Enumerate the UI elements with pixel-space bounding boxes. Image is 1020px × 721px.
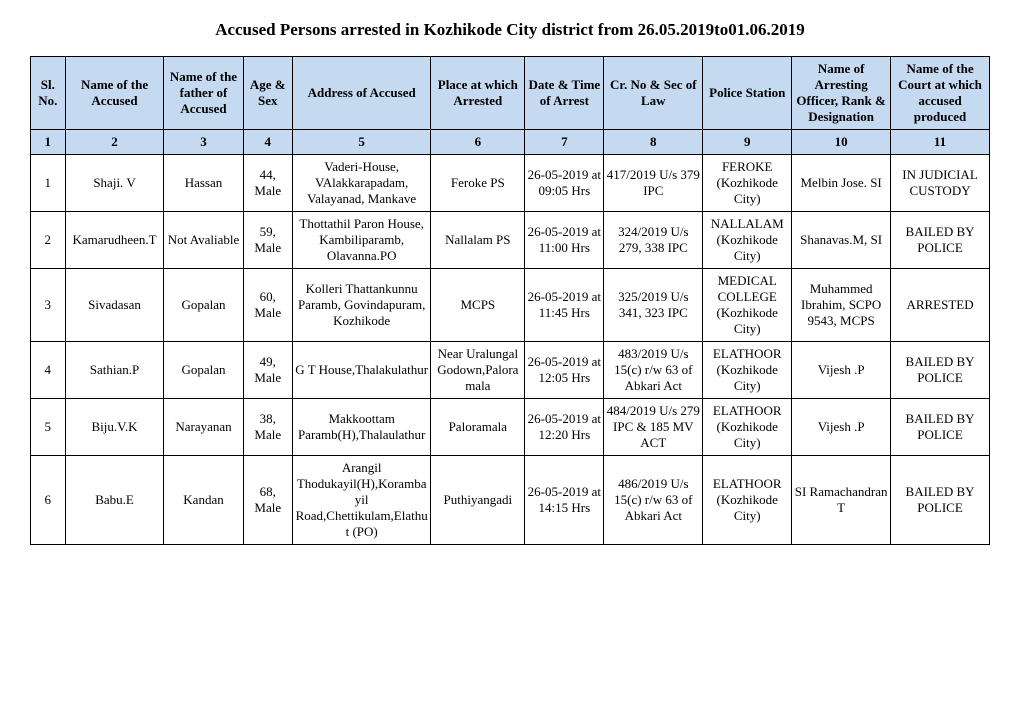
cell-sl: 3 [31,269,66,342]
table-row: 5Biju.V.KNarayanan38, MaleMakkoottam Par… [31,399,990,456]
cell-address: Makkoottam Paramb(H),Thalaulathur [292,399,430,456]
header-name: Name of the Accused [65,57,164,130]
cell-place: Feroke PS [431,155,525,212]
header-station: Police Station [703,57,792,130]
cell-name: Sivadasan [65,269,164,342]
cell-court: ARRESTED [891,269,990,342]
cell-name: Shaji. V [65,155,164,212]
header-age: Age & Sex [243,57,292,130]
cell-station: MEDICAL COLLEGE (Kozhikode City) [703,269,792,342]
cell-sl: 6 [31,456,66,545]
cell-datetime: 26-05-2019 at 12:05 Hrs [525,342,604,399]
table-row: 6Babu.EKandan68, MaleArangil Thodukayil(… [31,456,990,545]
cell-father: Gopalan [164,342,243,399]
cell-age: 68, Male [243,456,292,545]
cell-crno: 417/2019 U/s 379 IPC [604,155,703,212]
arrest-table: Sl. No. Name of the Accused Name of the … [30,56,990,545]
cell-officer: SI Ramachandran T [792,456,891,545]
header-slno: Sl. No. [31,57,66,130]
cell-station: ELATHOOR (Kozhikode City) [703,342,792,399]
cell-officer: Vijesh .P [792,399,891,456]
colnum: 5 [292,130,430,155]
table-row: 3SivadasanGopalan60, MaleKolleri Thattan… [31,269,990,342]
cell-address: Kolleri Thattankunnu Paramb, Govindapura… [292,269,430,342]
cell-sl: 5 [31,399,66,456]
colnum: 2 [65,130,164,155]
cell-address: G T House,Thalakulathur [292,342,430,399]
cell-address: Vaderi-House, VAlakkarapadam, Valayanad,… [292,155,430,212]
cell-court: BAILED BY POLICE [891,399,990,456]
cell-court: IN JUDICIAL CUSTODY [891,155,990,212]
cell-age: 49, Male [243,342,292,399]
cell-crno: 483/2019 U/s 15(c) r/w 63 of Abkari Act [604,342,703,399]
cell-age: 59, Male [243,212,292,269]
header-father: Name of the father of Accused [164,57,243,130]
cell-crno: 484/2019 U/s 279 IPC & 185 MV ACT [604,399,703,456]
cell-datetime: 26-05-2019 at 14:15 Hrs [525,456,604,545]
cell-name: Biju.V.K [65,399,164,456]
cell-name: Babu.E [65,456,164,545]
colnum: 3 [164,130,243,155]
colnum: 6 [431,130,525,155]
cell-name: Sathian.P [65,342,164,399]
header-row: Sl. No. Name of the Accused Name of the … [31,57,990,130]
cell-station: ELATHOOR (Kozhikode City) [703,399,792,456]
cell-datetime: 26-05-2019 at 09:05 Hrs [525,155,604,212]
table-body: 1Shaji. VHassan44, MaleVaderi-House, VAl… [31,155,990,545]
header-address: Address of Accused [292,57,430,130]
cell-address: Arangil Thodukayil(H),Korambayil Road,Ch… [292,456,430,545]
cell-datetime: 26-05-2019 at 11:00 Hrs [525,212,604,269]
page-title: Accused Persons arrested in Kozhikode Ci… [30,20,990,40]
cell-station: NALLALAM (Kozhikode City) [703,212,792,269]
cell-officer: Melbin Jose. SI [792,155,891,212]
cell-father: Narayanan [164,399,243,456]
column-number-row: 1 2 3 4 5 6 7 8 9 10 11 [31,130,990,155]
cell-age: 44, Male [243,155,292,212]
cell-place: Nallalam PS [431,212,525,269]
cell-officer: Muhammed Ibrahim, SCPO 9543, MCPS [792,269,891,342]
cell-station: ELATHOOR (Kozhikode City) [703,456,792,545]
cell-place: Paloramala [431,399,525,456]
header-officer: Name of Arresting Officer, Rank & Design… [792,57,891,130]
cell-father: Not Avaliable [164,212,243,269]
cell-name: Kamarudheen.T [65,212,164,269]
cell-father: Kandan [164,456,243,545]
colnum: 8 [604,130,703,155]
cell-place: Near Uralungal Godown,Paloramala [431,342,525,399]
cell-place: MCPS [431,269,525,342]
colnum: 9 [703,130,792,155]
colnum: 4 [243,130,292,155]
header-datetime: Date & Time of Arrest [525,57,604,130]
colnum: 10 [792,130,891,155]
cell-court: BAILED BY POLICE [891,212,990,269]
cell-crno: 324/2019 U/s 279, 338 IPC [604,212,703,269]
cell-officer: Vijesh .P [792,342,891,399]
cell-crno: 486/2019 U/s 15(c) r/w 63 of Abkari Act [604,456,703,545]
table-row: 2Kamarudheen.TNot Avaliable59, MaleThott… [31,212,990,269]
cell-datetime: 26-05-2019 at 11:45 Hrs [525,269,604,342]
colnum: 11 [891,130,990,155]
cell-father: Hassan [164,155,243,212]
cell-sl: 2 [31,212,66,269]
header-crno: Cr. No & Sec of Law [604,57,703,130]
cell-court: BAILED BY POLICE [891,456,990,545]
cell-crno: 325/2019 U/s 341, 323 IPC [604,269,703,342]
cell-station: FEROKE (Kozhikode City) [703,155,792,212]
cell-officer: Shanavas.M, SI [792,212,891,269]
cell-address: Thottathil Paron House, Kambiliparamb, O… [292,212,430,269]
cell-sl: 1 [31,155,66,212]
header-place: Place at which Arrested [431,57,525,130]
table-row: 4Sathian.PGopalan49, MaleG T House,Thala… [31,342,990,399]
header-court: Name of the Court at which accused produ… [891,57,990,130]
colnum: 1 [31,130,66,155]
cell-age: 60, Male [243,269,292,342]
table-row: 1Shaji. VHassan44, MaleVaderi-House, VAl… [31,155,990,212]
cell-place: Puthiyangadi [431,456,525,545]
cell-sl: 4 [31,342,66,399]
cell-age: 38, Male [243,399,292,456]
cell-court: BAILED BY POLICE [891,342,990,399]
colnum: 7 [525,130,604,155]
cell-datetime: 26-05-2019 at 12:20 Hrs [525,399,604,456]
cell-father: Gopalan [164,269,243,342]
